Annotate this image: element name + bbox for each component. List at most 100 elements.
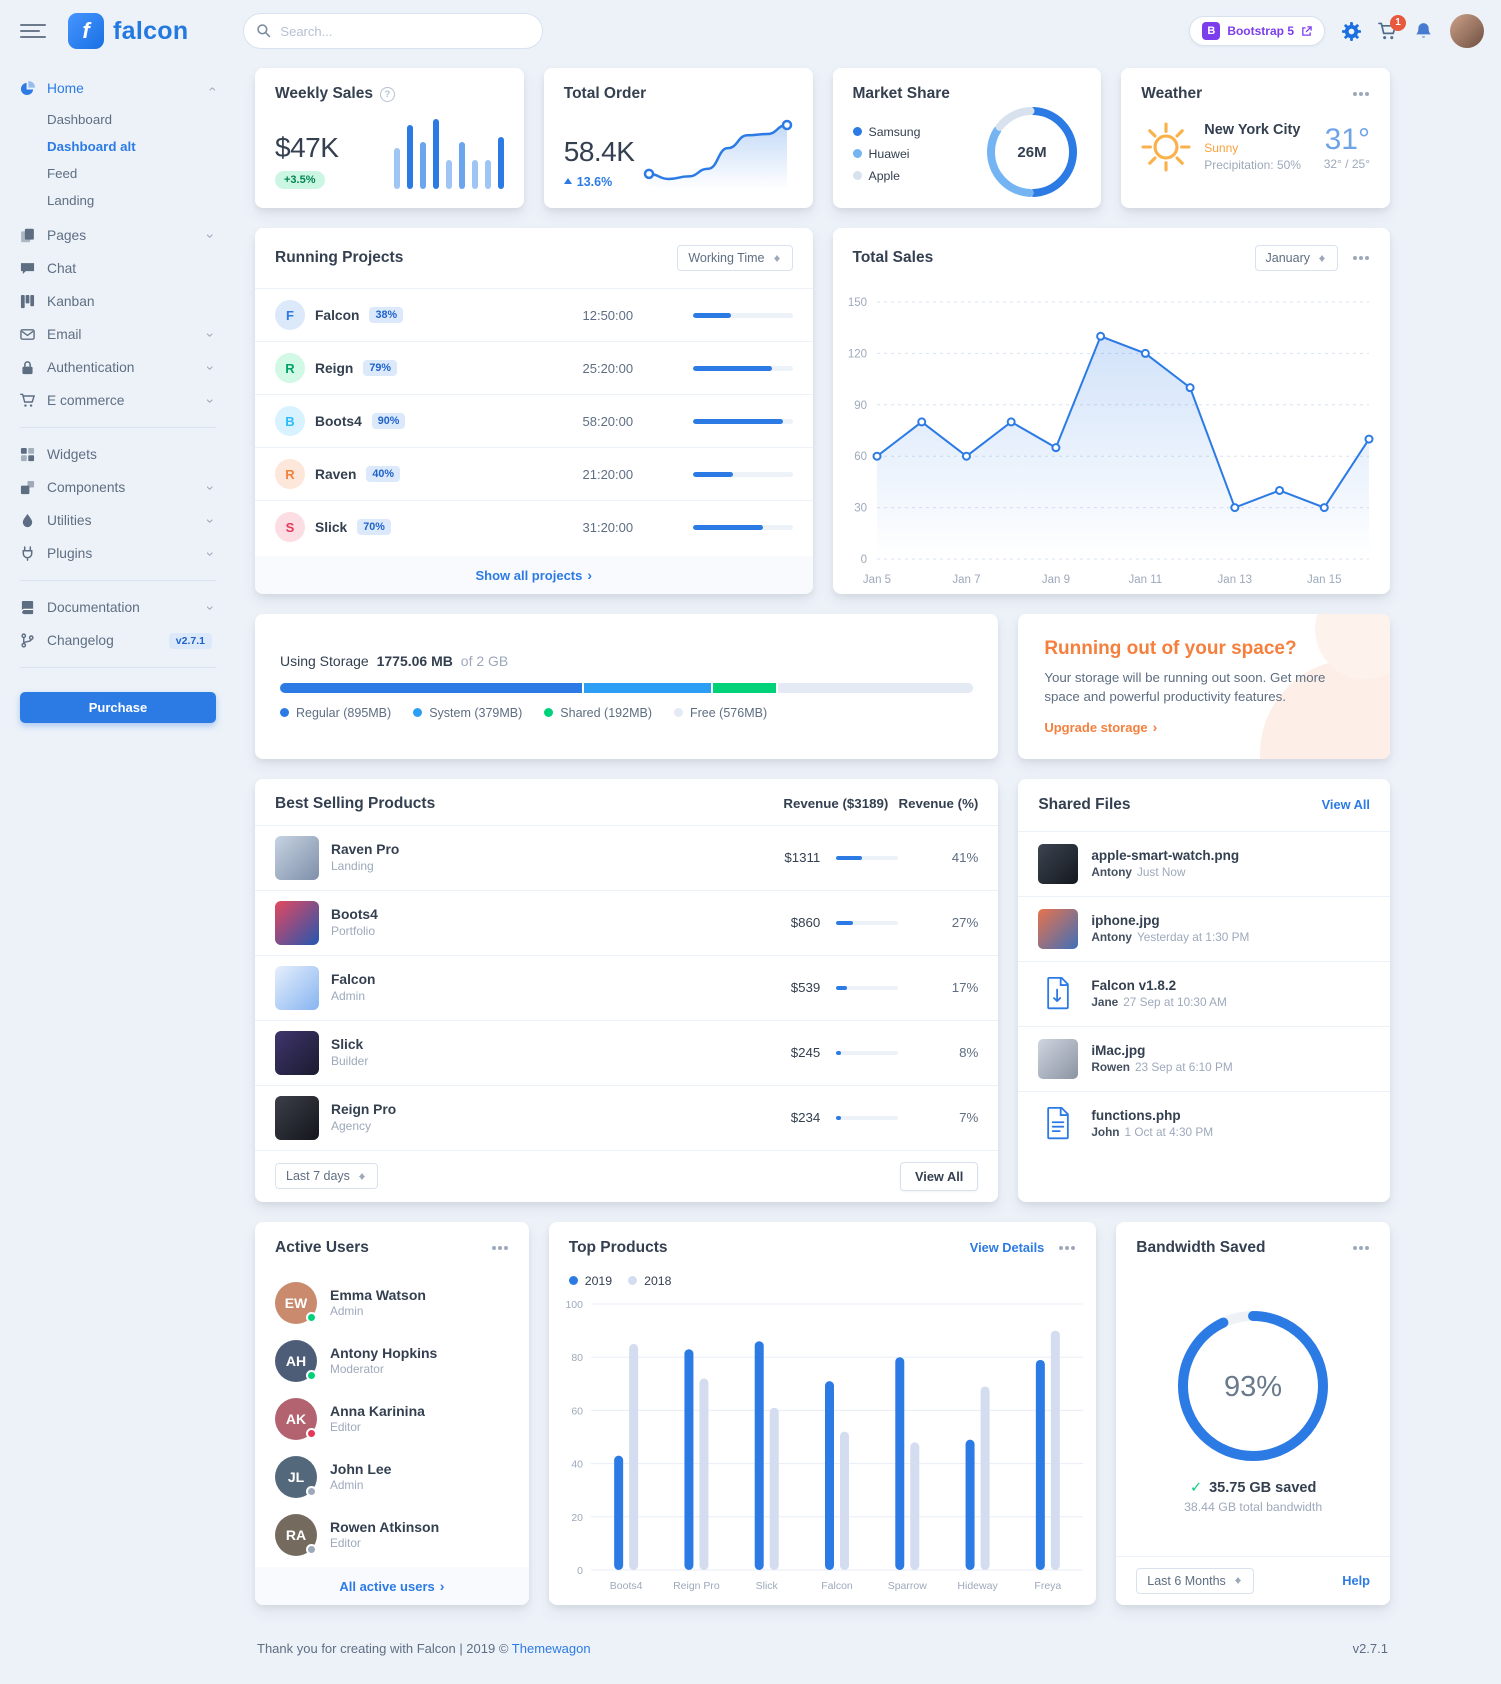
view-details-link[interactable]: View Details (969, 1240, 1045, 1256)
show-all-projects-link[interactable]: Show all projects › (475, 567, 593, 583)
user-role: Editor (330, 1536, 361, 1551)
file-name-link[interactable]: apple-smart-watch.png (1091, 848, 1240, 864)
product-revenue: $245 (790, 1045, 821, 1061)
last-7-days-select[interactable]: Last 7 days (275, 1163, 378, 1190)
legend-item: Samsung (852, 125, 920, 139)
user-name-link[interactable]: John Lee (330, 1461, 392, 1478)
info-icon[interactable]: ? (379, 86, 395, 102)
ellipsis-icon[interactable] (1065, 1245, 1070, 1250)
user-name-link[interactable]: Emma Watson (330, 1287, 426, 1304)
sidebar-subitem-dashboard-alt[interactable]: Dashboard alt (47, 139, 136, 154)
product-category: Agency (331, 1119, 372, 1134)
product-name-link[interactable]: Boots4 (331, 907, 378, 923)
envelope-icon (20, 327, 36, 343)
product-name-link[interactable]: Slick (331, 1037, 364, 1053)
ellipsis-icon[interactable] (497, 1245, 502, 1250)
upgrade-storage-link[interactable]: Upgrade storage › (1044, 718, 1158, 735)
themewagon-link[interactable]: Themewagon (511, 1640, 591, 1656)
project-name-link[interactable]: Slick (315, 519, 348, 535)
user-name-link[interactable]: Rowen Atkinson (330, 1519, 440, 1536)
storage-used: 1775.06 MB (376, 652, 453, 669)
svg-text:Sparrow: Sparrow (887, 1580, 927, 1592)
product-category: Builder (331, 1054, 369, 1069)
sidebar-item-components[interactable]: Components › (20, 471, 219, 504)
search-icon (256, 23, 271, 38)
last-6-months-select[interactable]: Last 6 Months (1136, 1567, 1254, 1594)
file-row: iphone.jpg Antony Yesterday at 1:30 PM (1018, 895, 1390, 961)
svg-text:0: 0 (860, 554, 866, 566)
sidebar-item-ecommerce[interactable]: E commerce › (20, 384, 219, 417)
all-active-users-link[interactable]: All active users › (339, 1577, 445, 1594)
legend-item[interactable]: 2018 (628, 1274, 671, 1288)
notifications-bell-icon[interactable] (1414, 22, 1433, 41)
bootstrap-badge[interactable]: B Bootstrap 5 (1189, 16, 1325, 46)
svg-text:100: 100 (565, 1299, 583, 1311)
sidebar-item-documentation[interactable]: Documentation › (20, 591, 219, 624)
top-products-title: Top Products (568, 1238, 668, 1256)
file-name-link[interactable]: iphone.jpg (1091, 913, 1160, 929)
sidebar-item-email[interactable]: Email › (20, 318, 219, 351)
product-row: Boots4 Portfolio $860 27% (255, 889, 999, 955)
product-percent: 7% (959, 1110, 979, 1126)
falcon-logo[interactable]: f falcon (68, 13, 188, 49)
revenue-bar (836, 920, 899, 925)
sidebar-subitem-dashboard[interactable]: Dashboard (47, 112, 113, 127)
user-name-link[interactable]: Antony Hopkins (330, 1345, 438, 1362)
shared-files-card: Shared Files View All apple-smart-watch.… (1018, 778, 1390, 1202)
sidebar-subitem-landing[interactable]: Landing (47, 193, 95, 208)
ellipsis-icon[interactable] (1359, 256, 1363, 260)
weekly-sales-chart (393, 119, 504, 191)
product-name-link[interactable]: Raven Pro (331, 842, 400, 858)
product-revenue: $234 (790, 1110, 821, 1126)
product-name-link[interactable]: Reign Pro (331, 1102, 397, 1118)
search-input[interactable] (243, 13, 544, 49)
project-time: 31:20:00 (582, 519, 634, 535)
hamburger-menu-button[interactable] (20, 20, 46, 42)
view-all-button[interactable]: View All (899, 1161, 979, 1191)
sidebar-item-plugins[interactable]: Plugins › (20, 537, 219, 570)
legend-item: Huawei (852, 147, 921, 161)
select-value: Working Time (688, 251, 765, 265)
project-name-link[interactable]: Raven (315, 466, 357, 482)
month-select[interactable]: January (1254, 245, 1338, 271)
cart-icon[interactable]: 1 (1378, 14, 1406, 41)
sidebar-item-utilities[interactable]: Utilities › (20, 504, 219, 537)
project-name-link[interactable]: Falcon (315, 307, 360, 323)
file-name-link[interactable]: iMac.jpg (1091, 1043, 1146, 1059)
topbar-actions: B Bootstrap 5 1 (1189, 14, 1484, 48)
svg-text:Boots4: Boots4 (610, 1580, 643, 1592)
sidebar-item-kanban[interactable]: Kanban (20, 285, 216, 318)
chevron-down-icon: › (203, 365, 219, 370)
space-title: Running out of your space? (1044, 638, 1297, 659)
svg-text:60: 60 (571, 1405, 583, 1417)
user-name-link[interactable]: Anna Karinina (330, 1403, 425, 1420)
bandwidth-total: 38.44 GB total bandwidth (1184, 1499, 1323, 1514)
ellipsis-icon[interactable] (1359, 92, 1363, 96)
sidebar-item-authentication[interactable]: Authentication › (20, 351, 219, 384)
help-link[interactable]: Help (1342, 1573, 1370, 1589)
legend-item[interactable]: 2019 (568, 1274, 612, 1288)
file-name-link[interactable]: Falcon v1.8.2 (1091, 978, 1177, 994)
ellipsis-icon[interactable] (1359, 1245, 1363, 1250)
sidebar-item-widgets[interactable]: Widgets (20, 438, 216, 471)
sidebar-item-changelog[interactable]: Changelog v2.7.1 (20, 624, 216, 657)
caret-up-icon (563, 174, 572, 184)
project-progress-bar (692, 418, 793, 424)
user-avatar[interactable] (1450, 14, 1484, 48)
project-name-link[interactable]: Boots4 (315, 413, 362, 429)
purchase-button[interactable]: Purchase (20, 692, 216, 723)
market-share-card: Market Share Samsung Huawei Apple 26M (832, 68, 1102, 208)
project-name-link[interactable]: Reign (315, 360, 354, 376)
storage-title: Using Storage 1775.06 MB of 2 GB (280, 653, 973, 669)
shared-files-view-all-link[interactable]: View All (1321, 797, 1370, 813)
sidebar-item-pages[interactable]: Pages › (20, 219, 219, 252)
working-time-select[interactable]: Working Time (677, 245, 793, 271)
sidebar-subitem-feed[interactable]: Feed (47, 166, 78, 181)
sidebar-item-home[interactable]: Home › (20, 72, 219, 105)
settings-gear-icon[interactable] (1342, 21, 1361, 41)
file-name-link[interactable]: functions.php (1091, 1108, 1181, 1124)
select-value: Last 6 Months (1147, 1573, 1226, 1588)
sidebar-item-chat[interactable]: Chat (20, 252, 216, 285)
product-name-link[interactable]: Falcon (331, 972, 376, 988)
